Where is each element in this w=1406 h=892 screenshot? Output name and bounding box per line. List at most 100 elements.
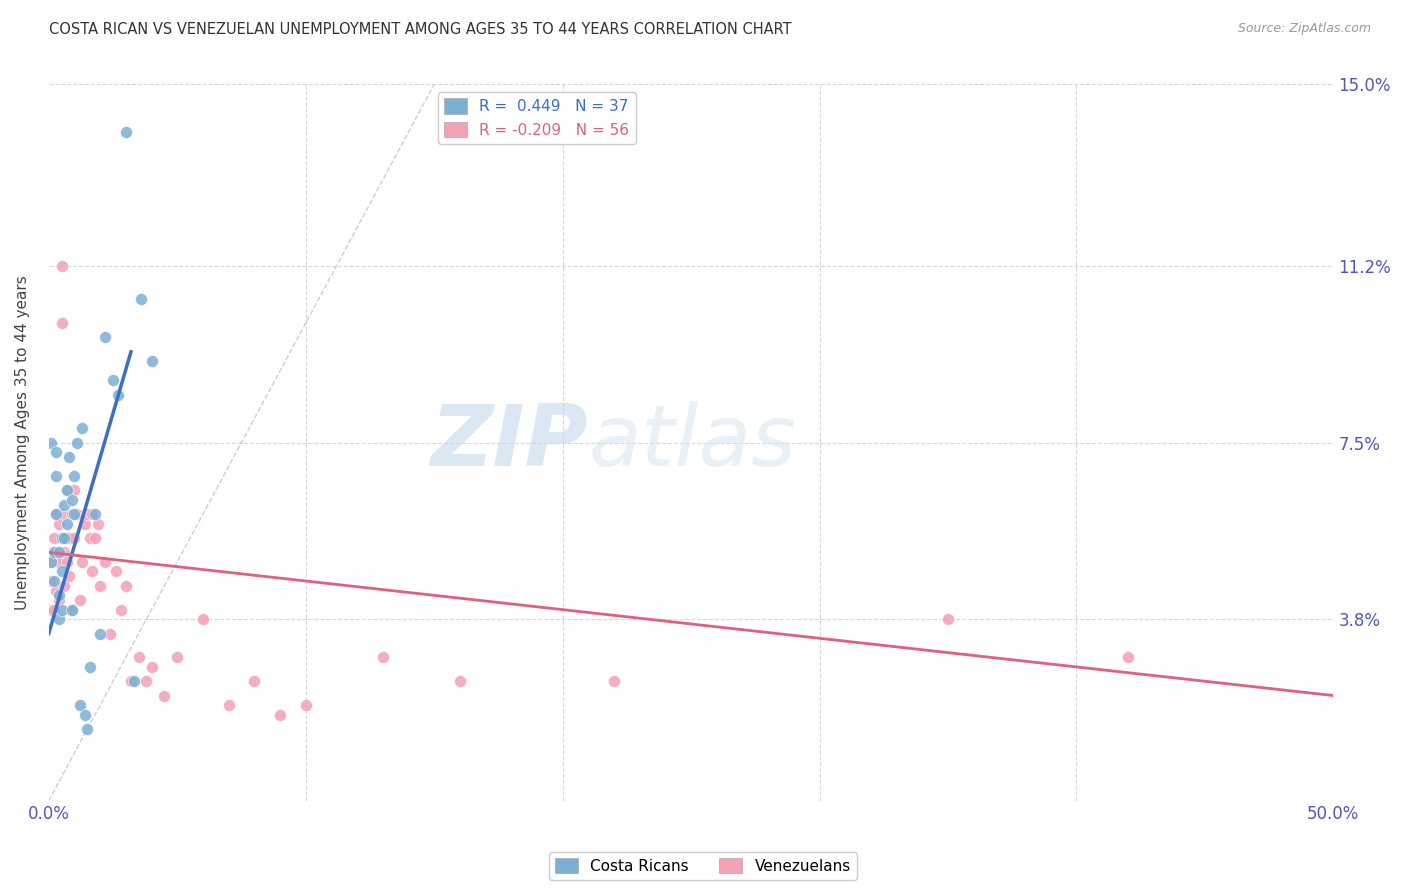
Point xyxy=(45,469,67,483)
Point xyxy=(449,674,471,689)
Point xyxy=(45,507,67,521)
Point xyxy=(153,689,176,703)
Point xyxy=(53,579,76,593)
Point xyxy=(45,507,67,521)
Point xyxy=(82,507,104,521)
Point xyxy=(129,293,152,307)
Point xyxy=(89,579,111,593)
Point xyxy=(51,531,73,545)
Point xyxy=(60,602,83,616)
Point xyxy=(55,483,77,498)
Point xyxy=(69,593,91,607)
Point xyxy=(60,507,83,521)
Point xyxy=(84,507,107,521)
Point xyxy=(51,316,73,330)
Point xyxy=(86,516,108,531)
Point xyxy=(51,259,73,273)
Text: Source: ZipAtlas.com: Source: ZipAtlas.com xyxy=(1237,22,1371,36)
Point xyxy=(48,545,70,559)
Point xyxy=(63,469,86,483)
Point xyxy=(94,555,117,569)
Point xyxy=(60,602,83,616)
Point xyxy=(76,507,98,521)
Point xyxy=(53,507,76,521)
Point xyxy=(243,674,266,689)
Point xyxy=(41,574,63,588)
Point xyxy=(120,674,142,689)
Point xyxy=(70,555,93,569)
Point xyxy=(128,650,150,665)
Point xyxy=(60,492,83,507)
Point xyxy=(48,612,70,626)
Point xyxy=(84,531,107,545)
Point xyxy=(100,626,122,640)
Point xyxy=(41,555,63,569)
Point xyxy=(48,588,70,602)
Point xyxy=(1116,650,1139,665)
Point xyxy=(42,574,65,588)
Point xyxy=(166,650,188,665)
Point xyxy=(48,516,70,531)
Text: COSTA RICAN VS VENEZUELAN UNEMPLOYMENT AMONG AGES 35 TO 44 YEARS CORRELATION CHA: COSTA RICAN VS VENEZUELAN UNEMPLOYMENT A… xyxy=(49,22,792,37)
Point xyxy=(114,125,136,139)
Point xyxy=(371,650,394,665)
Point xyxy=(269,707,291,722)
Point xyxy=(55,483,77,498)
Legend: Costa Ricans, Venezuelans: Costa Ricans, Venezuelans xyxy=(548,852,858,880)
Point xyxy=(122,674,145,689)
Point xyxy=(73,707,96,722)
Point xyxy=(110,602,132,616)
Point xyxy=(76,722,98,736)
Point xyxy=(294,698,316,713)
Point xyxy=(936,612,959,626)
Text: ZIP: ZIP xyxy=(430,401,588,484)
Point xyxy=(41,555,63,569)
Point xyxy=(89,626,111,640)
Point xyxy=(45,545,67,559)
Point xyxy=(58,450,80,464)
Point xyxy=(58,569,80,583)
Point xyxy=(42,602,65,616)
Point xyxy=(66,507,89,521)
Point xyxy=(63,531,86,545)
Point xyxy=(104,565,127,579)
Point xyxy=(135,674,157,689)
Point xyxy=(58,531,80,545)
Point xyxy=(114,579,136,593)
Point xyxy=(45,445,67,459)
Point xyxy=(53,545,76,559)
Point xyxy=(79,531,101,545)
Point xyxy=(107,388,129,402)
Point xyxy=(73,516,96,531)
Point xyxy=(70,421,93,435)
Point xyxy=(45,583,67,598)
Point xyxy=(41,602,63,616)
Point xyxy=(48,555,70,569)
Point xyxy=(101,374,124,388)
Legend: R =  0.449   N = 37, R = -0.209   N = 56: R = 0.449 N = 37, R = -0.209 N = 56 xyxy=(439,92,636,144)
Point xyxy=(53,531,76,545)
Text: atlas: atlas xyxy=(588,401,796,484)
Point xyxy=(51,565,73,579)
Y-axis label: Unemployment Among Ages 35 to 44 years: Unemployment Among Ages 35 to 44 years xyxy=(15,275,30,610)
Point xyxy=(191,612,214,626)
Point xyxy=(66,435,89,450)
Point xyxy=(218,698,240,713)
Point xyxy=(48,593,70,607)
Point xyxy=(63,483,86,498)
Point xyxy=(82,565,104,579)
Point xyxy=(53,498,76,512)
Point xyxy=(141,660,163,674)
Point xyxy=(41,435,63,450)
Point xyxy=(63,507,86,521)
Point xyxy=(55,516,77,531)
Point xyxy=(94,330,117,344)
Point xyxy=(603,674,626,689)
Point xyxy=(141,354,163,368)
Point xyxy=(79,660,101,674)
Point xyxy=(69,698,91,713)
Point xyxy=(42,545,65,559)
Point xyxy=(51,602,73,616)
Point xyxy=(42,531,65,545)
Point xyxy=(55,555,77,569)
